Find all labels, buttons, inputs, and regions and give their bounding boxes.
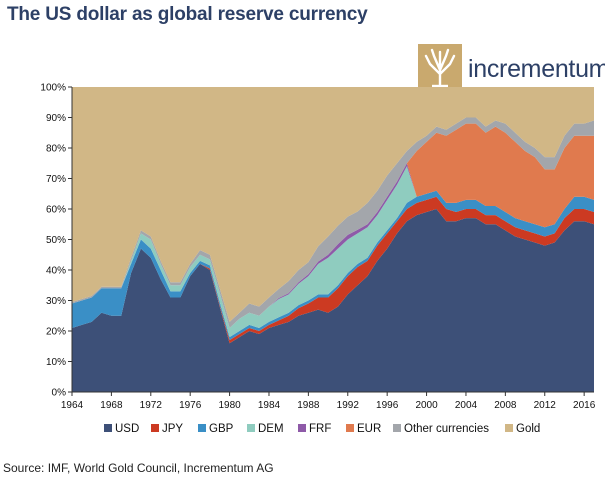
y-axis-ticks: 0% 10% 20% 30% 40% 50% 60% 70% 80% 90% 100% (40, 83, 72, 399)
x-tick-label: 1996 (376, 400, 399, 411)
logo-wordmark: incrementum (468, 55, 605, 83)
legend-label-frf: FRF (309, 423, 331, 435)
legend-label-gbp: GBP (209, 423, 234, 435)
x-tick-label: 1964 (61, 400, 84, 411)
y-tick-label: 50% (46, 235, 66, 246)
legend-label-dem: DEM (258, 423, 284, 435)
legend-swatch-jpy (151, 424, 159, 432)
tree-icon (418, 44, 462, 90)
y-tick-label: 70% (46, 174, 66, 185)
y-tick-label: 30% (46, 296, 66, 307)
area-series-group (72, 87, 594, 392)
x-tick-label: 2004 (455, 400, 478, 411)
x-tick-label: 1988 (297, 400, 320, 411)
x-tick-label: 1972 (140, 400, 163, 411)
legend-swatch-other-currencies (393, 424, 401, 432)
legend-label-usd: USD (115, 423, 139, 435)
legend: USD JPY GBP DEM FRF EUR Other currencies Gold (104, 423, 540, 435)
legend-swatch-frf (298, 424, 306, 432)
x-tick-label: 2008 (494, 400, 517, 411)
incrementum-logo (418, 44, 462, 90)
area-eur (72, 123, 594, 328)
y-tick-label: 90% (46, 113, 66, 124)
area-usd (72, 209, 594, 392)
y-tick-label: 100% (40, 83, 66, 94)
x-axis-ticks: 1964 1968 1972 1976 1980 1984 1988 1992 1996 2000… (61, 392, 596, 411)
y-tick-label: 60% (46, 205, 66, 216)
x-tick-label: 1984 (258, 400, 281, 411)
legend-swatch-gold (505, 424, 513, 432)
y-tick-label: 80% (46, 144, 66, 155)
y-tick-label: 10% (46, 357, 66, 368)
legend-label-jpy: JPY (162, 423, 183, 435)
legend-swatch-usd (104, 424, 112, 432)
legend-label-other-currencies: Other currencies (404, 423, 489, 435)
x-tick-label: 1968 (100, 400, 123, 411)
source-note: Source: IMF, World Gold Council, Increme… (3, 461, 274, 475)
legend-label-eur: EUR (357, 423, 381, 435)
chart-title: The US dollar as global reserve currency (7, 4, 368, 25)
x-tick-label: 2000 (415, 400, 438, 411)
legend-label-gold: Gold (516, 423, 540, 435)
x-tick-label: 1992 (337, 400, 360, 411)
legend-swatch-eur (346, 424, 354, 432)
y-tick-label: 40% (46, 266, 66, 277)
legend-swatch-dem (247, 424, 255, 432)
x-tick-label: 2016 (573, 400, 596, 411)
y-tick-label: 0% (52, 388, 67, 399)
stacked-area-chart: 0%10%20%30%40%50%60%70%80%90%100% 1964 19… (40, 83, 596, 436)
area-gold (72, 87, 594, 322)
x-tick-label: 1976 (179, 400, 202, 411)
x-tick-label: 2012 (534, 400, 557, 411)
x-tick-label: 1980 (218, 400, 241, 411)
y-tick-label: 20% (46, 327, 66, 338)
legend-swatch-gbp (198, 424, 206, 432)
